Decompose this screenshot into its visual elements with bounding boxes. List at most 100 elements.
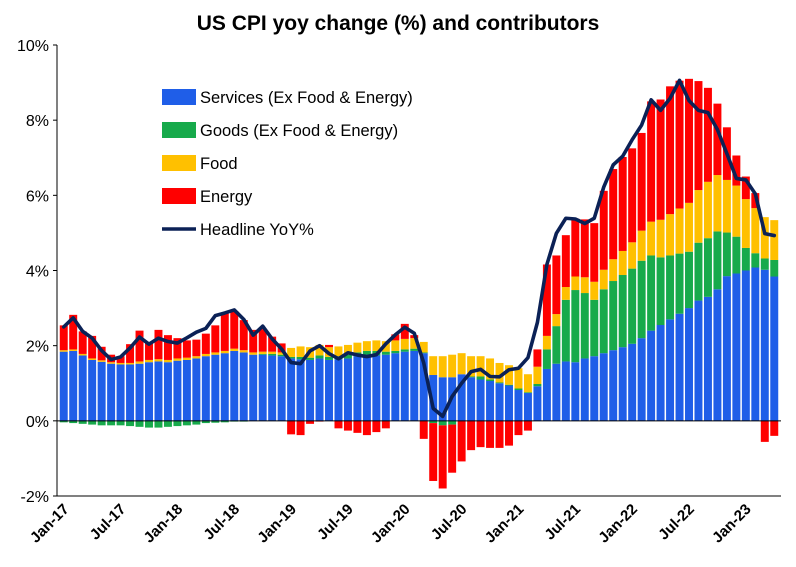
bar-segment-4-2018-10 xyxy=(258,329,267,352)
bar-segment-4-2018-06 xyxy=(220,313,229,351)
x-tick-label: Jul-19 xyxy=(314,501,357,544)
bar-segment-2-2022-08 xyxy=(694,242,703,301)
bar-segment-4-2022-04 xyxy=(656,99,665,220)
bar-segment-4-2019-05 xyxy=(325,344,333,348)
bar-segment-1-2021-08 xyxy=(580,358,589,421)
bar-segment-2-2018-10 xyxy=(258,353,267,355)
bar-segment-4-2017-10 xyxy=(145,341,153,360)
bar-segment-2-2017-09 xyxy=(135,420,144,427)
bar-segment-3-2019-09 xyxy=(362,341,371,351)
bar-segment-4-2018-11 xyxy=(268,336,277,352)
bar-segment-2-2018-11 xyxy=(268,353,277,356)
bar-segment-1-2018-08 xyxy=(239,352,248,421)
bar-segment-3-2018-10 xyxy=(258,351,267,354)
bar-segment-1-2019-05 xyxy=(325,359,333,421)
bar-segment-3-2018-09 xyxy=(249,352,258,355)
bar-segment-4-2017-07 xyxy=(116,356,125,363)
bar-segment-4-2022-01 xyxy=(628,148,637,243)
bar-segment-3-2020-12 xyxy=(505,365,513,385)
x-tick-label: Jul-20 xyxy=(428,501,471,544)
bar-segment-4-2021-07 xyxy=(571,218,580,277)
bar-segment-3-2017-12 xyxy=(163,359,172,363)
bar-segment-2-2018-06 xyxy=(220,420,229,423)
bar-segment-1-2017-03 xyxy=(78,355,87,421)
y-tick-label: 8% xyxy=(26,113,49,130)
bar-segment-4-2019-02 xyxy=(296,420,305,436)
bar-segment-4-2022-03 xyxy=(647,101,656,222)
bar-segment-1-2021-10 xyxy=(599,353,608,421)
bar-segment-3-2018-08 xyxy=(239,350,248,353)
bar-segment-3-2020-03 xyxy=(419,341,428,353)
bar-segment-1-2022-10 xyxy=(713,289,722,421)
bar-segment-1-2018-01 xyxy=(173,360,182,421)
bar-segment-2-2018-02 xyxy=(182,420,191,426)
bar-segment-1-2020-03 xyxy=(419,353,428,421)
bar-segment-4-2018-07 xyxy=(230,311,239,349)
bar-segment-3-2019-07 xyxy=(343,344,352,355)
bar-segment-2-2021-07 xyxy=(571,290,580,363)
bar-segment-3-2017-09 xyxy=(135,361,144,364)
bar-segment-3-2021-04 xyxy=(542,335,551,350)
bar-segment-3-2019-02 xyxy=(296,346,305,357)
bar-segment-4-2022-07 xyxy=(685,78,693,203)
bar-segment-3-2022-02 xyxy=(637,230,646,261)
bar-segment-3-2019-08 xyxy=(353,342,362,353)
bar-segment-1-2019-10 xyxy=(372,355,381,421)
bar-segment-2-2018-01 xyxy=(173,420,182,427)
bar-segment-2-2018-04 xyxy=(201,420,210,424)
bar-segment-4-2022-09 xyxy=(703,87,712,182)
bar-segment-2-2017-10 xyxy=(145,420,153,428)
bar-segment-4-2023-03 xyxy=(760,420,769,442)
bar-segment-2-2021-06 xyxy=(561,299,570,362)
legend-label: Energy xyxy=(200,188,253,206)
bar-segment-3-2021-07 xyxy=(571,276,580,291)
bar-segment-4-2017-12 xyxy=(163,335,172,360)
bar-segment-1-2017-05 xyxy=(97,361,106,421)
bar-segment-1-2017-02 xyxy=(69,350,78,421)
bar-segment-1-2023-03 xyxy=(760,269,769,421)
bar-segment-3-2022-06 xyxy=(675,208,684,254)
bar-segment-4-2021-02 xyxy=(523,420,532,431)
x-tick-label: Jan-19 xyxy=(254,501,300,547)
bar-segment-1-2019-08 xyxy=(353,356,362,421)
bar-segment-1-2022-06 xyxy=(675,313,684,421)
bar-segment-4-2021-05 xyxy=(552,255,561,315)
bar-segment-1-2021-07 xyxy=(571,362,580,421)
bar-segment-2-2023-04 xyxy=(770,259,779,277)
bar-segment-4-2020-04 xyxy=(429,423,438,481)
bar-segment-1-2021-03 xyxy=(533,386,542,421)
bar-segment-3-2023-01 xyxy=(741,199,750,248)
bar-segment-2-2018-03 xyxy=(192,420,201,425)
bar-segment-3-2021-06 xyxy=(561,287,570,300)
bar-segment-4-2019-09 xyxy=(362,420,371,436)
bar-segment-3-2023-03 xyxy=(760,217,769,259)
x-tick-label: Jan-22 xyxy=(595,501,641,547)
bar-segment-1-2019-09 xyxy=(362,354,371,421)
bar-segment-1-2019-03 xyxy=(306,359,315,421)
bar-segment-1-2021-01 xyxy=(514,390,523,421)
bar-segment-1-2018-10 xyxy=(258,354,267,421)
bar-segment-2-2017-01 xyxy=(59,420,68,423)
headline-line-layer xyxy=(61,78,777,419)
bar-segment-2-2021-04 xyxy=(542,349,551,369)
bar-segment-4-2020-01 xyxy=(400,323,409,339)
bar-segment-4-2021-12 xyxy=(618,157,627,251)
y-axis-ticks: -2% 0% 2% 4% 6% 8% 10% xyxy=(17,38,57,506)
bar-segment-4-2018-09 xyxy=(249,329,258,353)
bar-segment-4-2018-08 xyxy=(239,320,248,351)
bar-segment-1-2020-10 xyxy=(486,381,495,421)
bar-segment-3-2017-10 xyxy=(145,359,153,363)
bar-segment-1-2022-05 xyxy=(666,319,675,421)
bar-segment-3-2020-06 xyxy=(448,354,457,378)
legend-swatch xyxy=(162,188,196,204)
bar-segment-3-2021-12 xyxy=(618,250,627,276)
bar-segment-2-2020-03 xyxy=(419,352,428,354)
bar-segment-2-2022-10 xyxy=(713,231,722,290)
y-tick-label: 0% xyxy=(26,414,49,431)
bar-segment-3-2022-10 xyxy=(713,175,722,232)
y-tick-label: 4% xyxy=(26,264,49,281)
bar-segment-3-2017-06 xyxy=(107,362,116,364)
bar-segment-2-2021-05 xyxy=(552,326,561,364)
bar-segment-1-2018-09 xyxy=(249,354,258,421)
bar-segment-2-2019-07 xyxy=(343,354,352,359)
